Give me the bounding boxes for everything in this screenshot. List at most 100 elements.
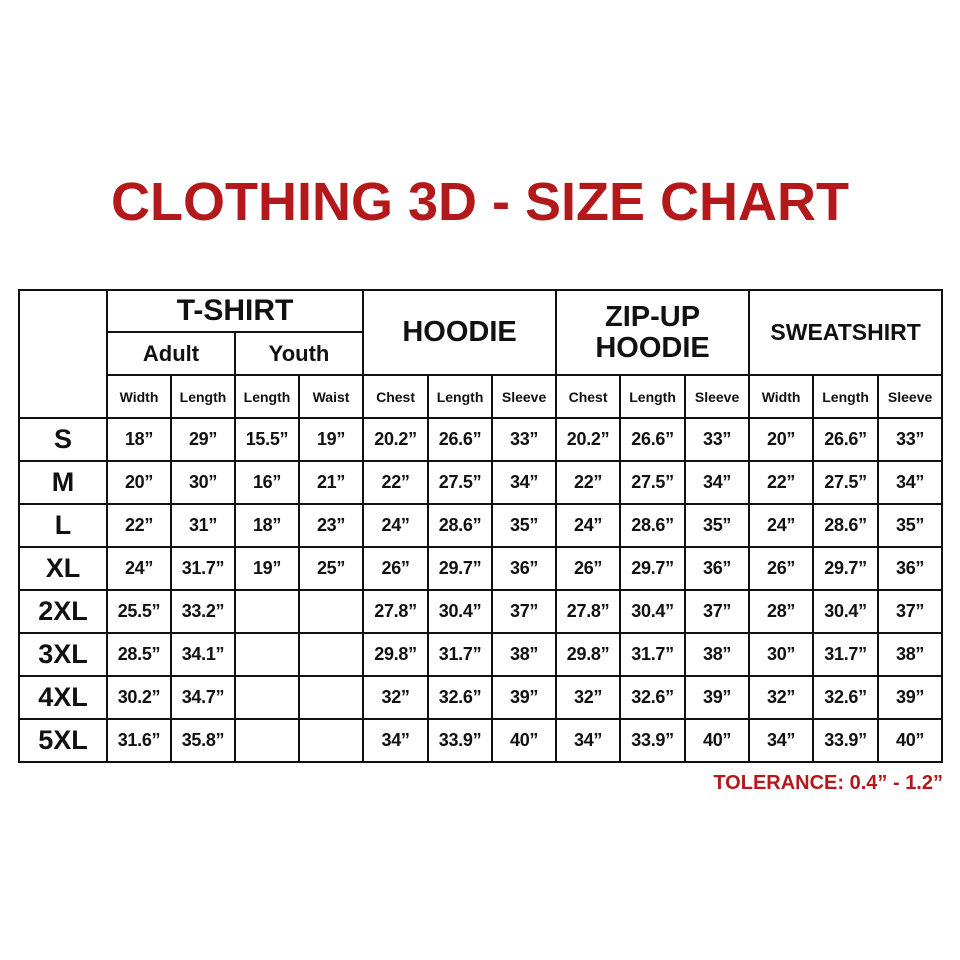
measurement-cell: 29.7” [812,546,880,591]
measurement-cell: 26” [748,546,815,591]
column-header-length: Length [812,374,880,419]
page-title: CLOTHING 3D - SIZE CHART [111,172,849,232]
measurement-cell: 21” [297,460,365,505]
column-header-width: Width [106,374,172,419]
measurement-cell: 29.7” [427,546,494,591]
measurement-cell: 23” [297,503,365,548]
measurement-cell: 31” [170,503,236,548]
measurement-cell: 22” [748,460,815,505]
measurement-cell: 20.2” [362,417,430,462]
measurement-cell: 32” [748,675,815,720]
measurement-cell: 28.6” [619,503,687,548]
table-row: M 20” 30” 16” 21” 22” 27.5” 34” 22” 27.5” 34” 22” 27… [18,460,944,505]
measurement-cell: 31.7” [427,632,494,677]
column-header-sleeve: Sleeve [877,374,944,419]
measurement-cell: 38” [684,632,751,677]
column-header-waist: Waist [297,374,365,419]
table-row: XL 24” 31.7” 19” 25” 26” 29.7” 36” 26” 29.7” 36” 26… [18,546,944,591]
measurement-cell: 30” [170,460,236,505]
measurement-cell [234,675,300,720]
measurement-cell: 34” [491,460,558,505]
column-header-length: Length [234,374,300,419]
measurement-cell: 33.2” [170,589,236,634]
measurement-cell: 35” [877,503,944,548]
column-header-sleeve: Sleeve [684,374,751,419]
measurement-cell: 33.9” [812,718,880,763]
measurement-cell: 32” [555,675,622,720]
measurement-cell: 25.5” [106,589,172,634]
table-row: 4XL 30.2” 34.7” 32” 32.6” 39” 32” 32.6” 39” 32” 32… [18,675,944,720]
group-sweatshirt: SWEATSHIRT [748,289,944,376]
measurement-cell: 34.7” [170,675,236,720]
measurement-cell [297,589,365,634]
measurement-cell: 30.4” [812,589,880,634]
measurement-cell: 27.5” [619,460,687,505]
measurement-cell: 34.1” [170,632,236,677]
measurement-cell: 37” [684,589,751,634]
measurement-cell: 26.6” [812,417,880,462]
measurement-cell: 38” [491,632,558,677]
measurement-cell: 24” [106,546,172,591]
measurement-cell: 31.6” [106,718,172,763]
measurement-cell: 26” [362,546,430,591]
size-chart-table: T-SHIRT HOODIE ZIP-UP HOODIE SWEATSHIRT … [18,289,944,763]
column-header-sleeve: Sleeve [491,374,558,419]
size-label: XL [18,546,108,591]
size-label: 3XL [18,632,108,677]
measurement-cell: 33” [684,417,751,462]
measurement-cell: 15.5” [234,417,300,462]
measurement-cell: 30.4” [619,589,687,634]
column-header-row: Width Length Length Waist Chest Length Sleeve C… [19,374,944,419]
measurement-cell: 34” [877,460,944,505]
measurement-cell: 24” [555,503,622,548]
measurement-cell: 18” [106,417,172,462]
measurement-cell: 26.6” [427,417,494,462]
measurement-cell: 29” [170,417,236,462]
measurement-cell: 31.7” [170,546,236,591]
measurement-cell: 32.6” [427,675,494,720]
measurement-cell [297,632,365,677]
measurement-cell: 33” [491,417,558,462]
measurement-cell: 25” [297,546,365,591]
measurement-cell: 28.5” [106,632,172,677]
measurement-cell: 35” [491,503,558,548]
measurement-cell: 27.5” [812,460,880,505]
corner-cell [18,289,108,419]
measurement-cell: 30.4” [427,589,494,634]
measurement-cell: 30.2” [106,675,172,720]
measurement-cell: 30” [748,632,815,677]
subgroup-youth: Youth [233,331,365,376]
measurement-cell: 38” [877,632,944,677]
measurement-cell: 40” [877,718,944,763]
table-body: S 18” 29” 15.5” 19” 20.2” 26.6” 33” 20.2” 26.6” 33… [18,417,944,763]
zip-up-line1: ZIP-UP [605,300,701,333]
measurement-cell: 34” [684,460,751,505]
tolerance-note: TOLERANCE: 0.4” - 1.2” [713,772,943,794]
measurement-cell: 36” [684,546,751,591]
group-hoodie: HOODIE [362,289,558,376]
measurement-cell: 37” [491,589,558,634]
size-label: 5XL [18,718,108,763]
measurement-cell: 19” [234,546,300,591]
measurement-cell [234,589,300,634]
measurement-cell: 20” [106,460,172,505]
measurement-cell: 39” [684,675,751,720]
table-row: 2XL 25.5” 33.2” 27.8” 30.4” 37” 27.8” 30.4” 37” 2… [18,589,944,634]
group-tshirt: T-SHIRT [105,289,365,333]
measurement-cell: 26” [555,546,622,591]
measurement-cell: 37” [877,589,944,634]
measurement-cell: 24” [362,503,430,548]
measurement-cell: 19” [297,417,365,462]
measurement-cell: 20.2” [555,417,622,462]
size-label: L [18,503,108,548]
measurement-cell: 40” [491,718,558,763]
measurement-cell: 36” [491,546,558,591]
measurement-cell: 22” [362,460,430,505]
measurement-cell [234,718,300,763]
measurement-cell: 26.6” [619,417,687,462]
measurement-cell: 34” [748,718,815,763]
measurement-cell: 28” [748,589,815,634]
measurement-cell: 32.6” [812,675,880,720]
measurement-cell: 39” [877,675,944,720]
measurement-cell [297,718,365,763]
